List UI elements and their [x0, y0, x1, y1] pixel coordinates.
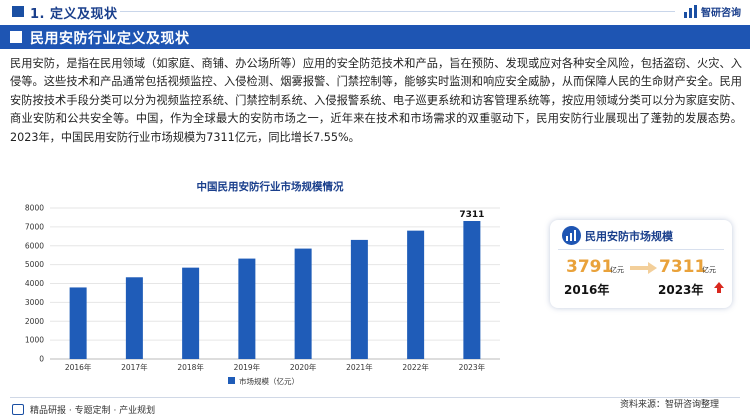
growth-arrow-icon: [630, 262, 657, 274]
report-icon: [12, 404, 24, 415]
x-tick-label: 2022年: [402, 362, 429, 372]
y-tick-label: 5000: [25, 260, 44, 269]
bar: [125, 277, 143, 359]
card-divider: [558, 249, 724, 250]
section-marker-icon: [12, 6, 24, 17]
x-tick-label: 2020年: [290, 362, 317, 372]
old-unit: 亿元: [610, 266, 624, 274]
chart-badge-icon: [562, 226, 581, 245]
market-size-card: 民用安防市场规模 3791 亿元 2016年 7311 亿元 2023年: [550, 220, 732, 308]
y-tick-label: 0: [39, 355, 44, 364]
x-tick-label: 2018年: [177, 362, 204, 372]
x-tick-label: 2019年: [234, 362, 261, 372]
data-label: 7311: [459, 210, 484, 220]
logo-text: 智研咨询: [701, 8, 741, 19]
definition-paragraph: 民用安防，是指在民用领域（如家庭、商铺、办公场所等）应用的安全防范技术和产品，旨…: [10, 57, 742, 144]
market-size-chart: 中国民用安防行业市场规模情况 0 1000 2000 3000 4000 5000 6000…: [25, 180, 500, 386]
chart-grid: [50, 207, 500, 360]
chart-title: 中国民用安防行业市场规模情况: [197, 180, 344, 193]
bar: [238, 258, 256, 359]
top-header: 1. 定义及现状 智研咨询: [0, 0, 750, 24]
x-tick-label: 2023年: [459, 362, 486, 372]
bar: [182, 267, 200, 359]
y-tick-label: 4000: [25, 279, 44, 288]
brand-logo: 智研咨询: [684, 4, 741, 19]
chart-bars: [69, 221, 481, 359]
banner-title: 民用安防行业定义及现状: [30, 31, 190, 47]
banner-square-icon: [10, 31, 22, 43]
bar: [294, 248, 312, 359]
new-unit: 亿元: [702, 266, 716, 274]
y-tick-label: 3000: [25, 298, 44, 307]
y-tick-label: 2000: [25, 317, 44, 326]
y-tick-label: 1000: [25, 336, 44, 345]
bar: [350, 239, 368, 359]
title-banner: 民用安防行业定义及现状: [0, 25, 750, 49]
new-value: 7311: [659, 257, 707, 277]
x-tick-label: 2021年: [346, 362, 373, 372]
data-labels: 7311: [459, 210, 484, 220]
old-year: 2016年: [564, 283, 610, 297]
y-tick-label: 6000: [25, 241, 44, 250]
logo-bars-icon: [684, 5, 698, 18]
legend-swatch: [228, 377, 235, 384]
header-divider: [120, 11, 675, 12]
x-tick-label: 2017年: [121, 362, 148, 372]
legend-label: 市场规模（亿元）: [239, 376, 299, 386]
y-tick-label: 7000: [25, 222, 44, 231]
y-tick-label: 8000: [25, 204, 44, 213]
footer-tagline: 精品研报 · 专题定制 · 产业规划: [30, 406, 156, 416]
footer-divider: [10, 397, 740, 398]
x-tick-label: 2016年: [65, 362, 92, 372]
y-axis-ticks: 0 1000 2000 3000 4000 5000 6000 7000 8000: [25, 204, 44, 364]
bar: [69, 287, 87, 359]
old-value: 3791: [566, 257, 614, 277]
bar: [407, 230, 425, 359]
up-arrow-icon: [714, 282, 724, 293]
data-source: 资料来源：智研咨询整理: [620, 400, 720, 410]
x-axis-ticks: 2016年 2017年 2018年 2019年 2020年 2021年 2022年 2023年: [65, 362, 486, 372]
new-year: 2023年: [658, 283, 704, 297]
bar: [463, 221, 481, 359]
card-title: 民用安防市场规模: [585, 230, 673, 243]
section-title: 1. 定义及现状: [30, 7, 118, 22]
